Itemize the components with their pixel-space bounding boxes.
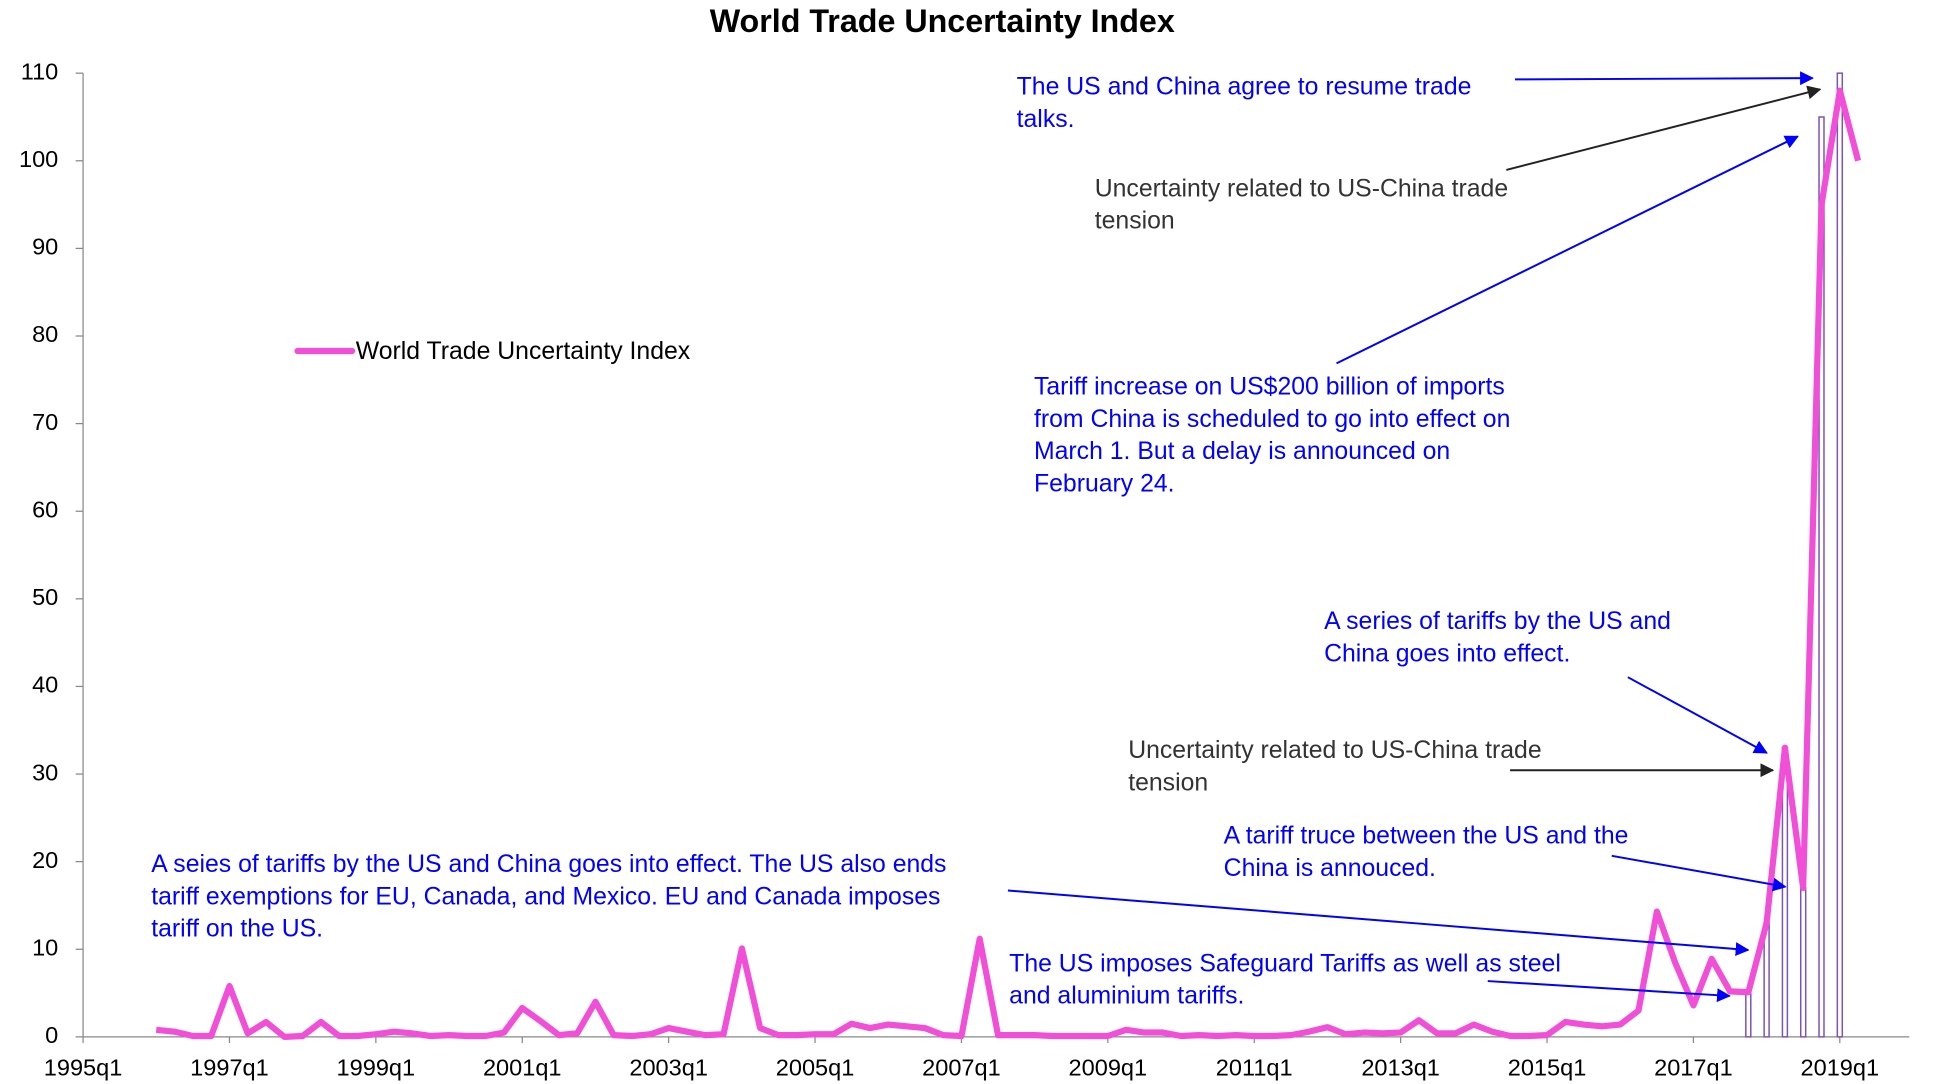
bar	[1745, 992, 1752, 1038]
annotation-text: Uncertainty related to US-China trade	[1128, 737, 1541, 764]
x-tick-label: 1995q1	[44, 1054, 123, 1080]
y-tick-label: 50	[32, 584, 58, 610]
annotation-arrow	[1627, 676, 1768, 754]
annotation-text: tariff exemptions for EU, Canada, and Me…	[151, 884, 940, 911]
annotation-text: from China is scheduled to go into effec…	[1034, 406, 1510, 433]
y-tick-label: 0	[45, 1022, 58, 1048]
y-tick-label: 80	[32, 321, 58, 347]
annotation-text: A tariff truce between the US and the	[1224, 823, 1629, 850]
x-tick-label: 2019q1	[1801, 1054, 1880, 1080]
annotation-arrow	[1506, 85, 1822, 171]
x-tick-label: 2005q1	[776, 1054, 855, 1080]
y-tick-label: 90	[32, 234, 58, 260]
bar	[1799, 887, 1807, 1038]
annotation-arrow	[1487, 980, 1731, 1003]
y-tick-label: 10	[32, 934, 58, 960]
y-tick-label: 110	[21, 58, 59, 84]
y-tick-label: 30	[32, 759, 58, 785]
x-tick-label: 1999q1	[337, 1054, 416, 1080]
x-tick-label: 2015q1	[1508, 1054, 1587, 1080]
annotation-text: tension	[1095, 208, 1175, 235]
y-tick-label: 20	[32, 847, 58, 873]
annotation-text: China is annouced.	[1224, 855, 1436, 882]
bar	[1818, 116, 1825, 1038]
annotation-text: February 24.	[1034, 470, 1175, 497]
y-tick-label: 70	[32, 409, 58, 435]
annotation-text: A series of tariffs by the US and	[1324, 608, 1671, 635]
annotation-text: talks.	[1017, 106, 1075, 133]
x-tick-label: 2011q1	[1216, 1054, 1293, 1080]
legend-label: World Trade Uncertainty Index	[356, 338, 691, 365]
x-tick-label: 2013q1	[1361, 1054, 1440, 1080]
annotation-arrow	[1611, 854, 1787, 892]
annotation-text: The US and China agree to resume trade	[1017, 74, 1472, 101]
chart-title: World Trade Uncertainty Index	[710, 3, 1175, 39]
y-tick-label: 60	[32, 496, 58, 522]
annotation-text: China goes into effect.	[1324, 640, 1570, 667]
line	[155, 87, 1862, 1040]
annotation-text: Uncertainty related to US-China trade	[1095, 175, 1508, 202]
x-tick-label: 2017q1	[1654, 1054, 1733, 1080]
annotation-arrow	[1007, 889, 1750, 956]
bar	[1836, 72, 1844, 1038]
annotation-text: March 1. But a delay is announced on	[1034, 438, 1450, 465]
annotation-arrow	[1336, 135, 1799, 365]
annotation-text: A seies of tariffs by the US and China g…	[151, 851, 946, 878]
x-tick-label: 2009q1	[1069, 1054, 1148, 1080]
x-tick-label: 2001q1	[483, 1054, 562, 1080]
annotation-text: tariff on the US.	[151, 916, 323, 943]
annotation-text: The US imposes Safeguard Tariffs as well…	[1009, 950, 1561, 977]
annotation-arrow	[1515, 71, 1814, 86]
annotation-text: Tariff increase on US$200 billion of imp…	[1034, 374, 1505, 401]
y-tick-label: 100	[19, 146, 58, 172]
x-tick-label: 1997q1	[190, 1054, 269, 1080]
annotation-text: tension	[1128, 769, 1208, 796]
x-tick-label: 2007q1	[922, 1054, 1001, 1080]
y-tick-label: 40	[32, 672, 58, 698]
annotation-text: and aluminium tariffs.	[1009, 983, 1244, 1010]
x-tick-label: 2003q1	[629, 1054, 708, 1080]
